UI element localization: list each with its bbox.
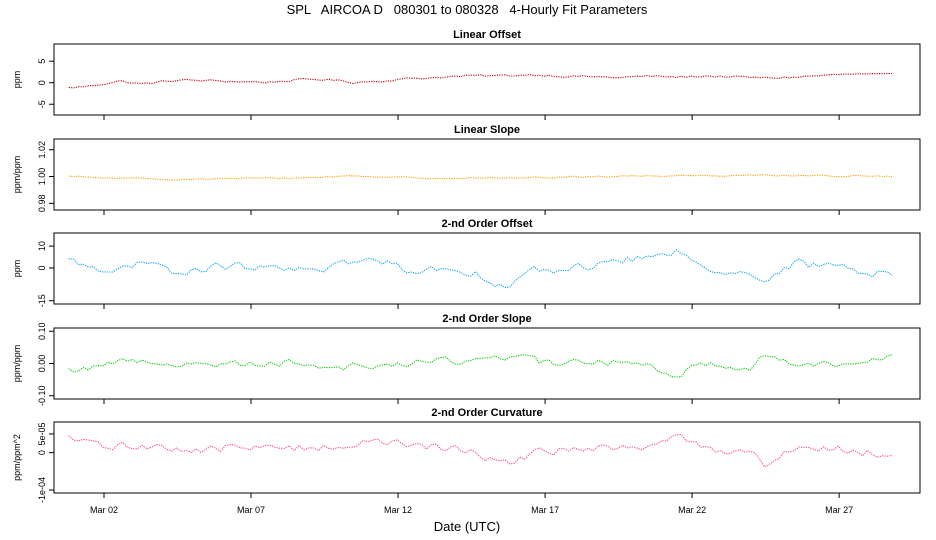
panel-3: 2-nd Order Offset ppm -15 0 10 — [12, 218, 921, 309]
x-tick-label: Mar 22 — [678, 505, 706, 515]
y-tick-label: 0 — [37, 80, 47, 85]
x-axis-label: Date (UTC) — [434, 519, 500, 534]
x-axis: Mar 02 Mar 07 Mar 12 Mar 17 Mar 22 Mar 27 — [90, 505, 853, 515]
y-axis-label: ppm/ppm — [12, 345, 22, 383]
x-tick-label: Mar 12 — [384, 505, 412, 515]
panel-frame — [53, 421, 921, 494]
x-tick-label: Mar 02 — [90, 505, 118, 515]
panel-1: Linear Offset ppm -5 0 5 — [12, 29, 921, 120]
y-tick-label: 0.98 — [37, 195, 47, 213]
y-tick-label: 0.00 — [37, 355, 47, 373]
panel-title: Linear Offset — [453, 29, 521, 41]
y-axis-label: ppm/ppm — [12, 156, 22, 194]
panel-5: 2-nd Order Curvature ppm/ppm^2 -1e-04 0 5e-0… — [12, 407, 921, 503]
panel-frame — [53, 327, 921, 400]
panel-frame — [53, 232, 921, 305]
y-tick-label: 10 — [37, 241, 47, 251]
x-tick-label: Mar 17 — [531, 505, 559, 515]
y-tick-label: -5 — [37, 100, 47, 108]
series-line — [68, 354, 893, 378]
series-line — [68, 174, 893, 181]
series-line — [68, 73, 893, 89]
series-line — [68, 433, 893, 468]
chart-title: SPL AIRCOA D 080301 to 080328 4-Hourly F… — [287, 2, 648, 17]
panel-4: 2-nd Order Slope ppm/ppm -0.10 0.00 0.10 — [12, 313, 921, 407]
y-tick-label: 0 — [37, 265, 47, 270]
y-tick-label: 5 — [37, 59, 47, 64]
x-tick-label: Mar 27 — [825, 505, 853, 515]
y-tick-label: -1e-04 — [37, 477, 47, 503]
panel-title: 2-nd Order Curvature — [431, 407, 542, 419]
y-tick-label: 0.10 — [37, 322, 47, 340]
y-tick-label: 0 — [37, 450, 47, 455]
series-line — [68, 249, 893, 289]
panel-title: Linear Slope — [454, 124, 520, 136]
panel-frame — [53, 43, 921, 116]
panel-title: 2-nd Order Slope — [442, 313, 531, 325]
x-tick-label: Mar 07 — [237, 505, 265, 515]
y-axis-label: ppm — [12, 71, 22, 89]
y-axis-label: ppm — [12, 260, 22, 278]
panel-title: 2-nd Order Offset — [441, 218, 532, 230]
panel-frame — [53, 138, 921, 211]
y-tick-label: 1.02 — [37, 141, 47, 159]
panel-2: Linear Slope ppm/ppm 0.98 1.00 1.02 — [12, 124, 921, 215]
y-axis-label: ppm/ppm^2 — [12, 434, 22, 481]
y-tick-label: -15 — [37, 294, 47, 307]
y-tick-label: 1.00 — [37, 168, 47, 186]
y-tick-label: 5e-05 — [37, 422, 47, 445]
y-tick-label: -0.10 — [37, 386, 47, 407]
panels: Linear Offset ppm -5 0 5 Linear Slope ppm/ppm 0… — [12, 29, 921, 503]
